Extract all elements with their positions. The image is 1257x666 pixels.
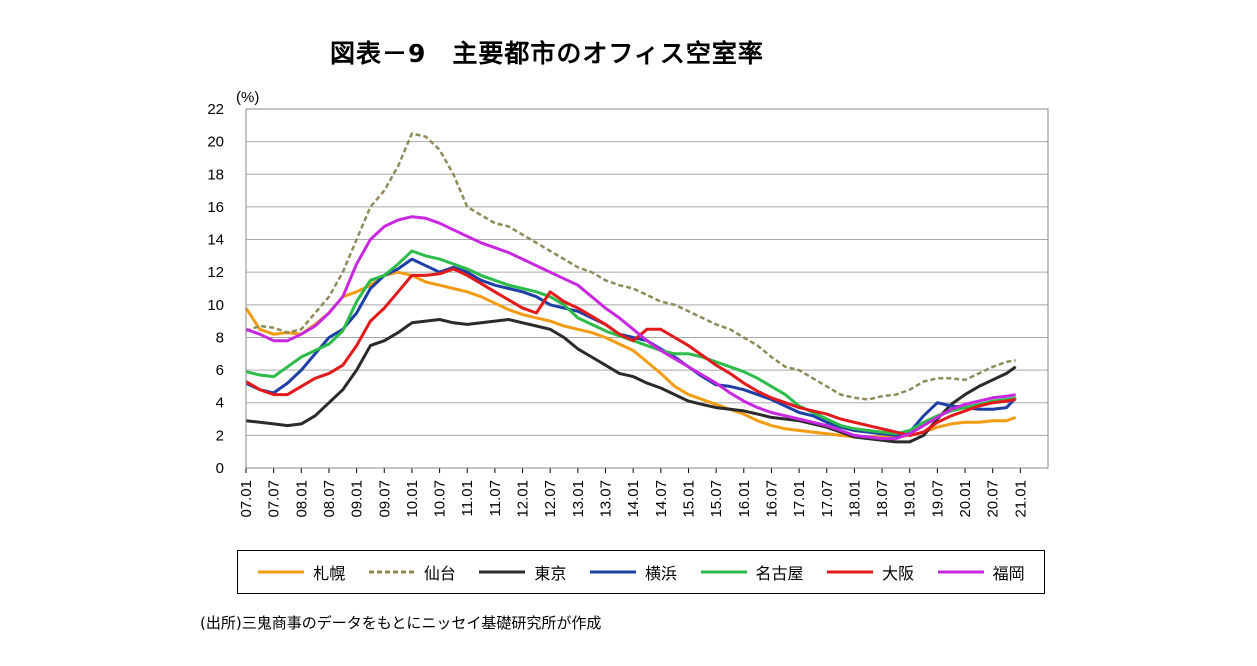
y-axis: 0 2 4 6 8 10 12 14 16 18 20 22 — [207, 101, 224, 477]
x-tick-label: 14.01 — [625, 480, 642, 518]
x-tick-label: 20.07 — [985, 480, 1002, 518]
x-tick-label: 13.07 — [598, 480, 615, 518]
legend-label: 福岡 — [992, 564, 1025, 583]
legend-swatch — [589, 570, 636, 574]
source-note: (出所)三鬼商事のデータをもとにニッセイ基礎研究所が作成 — [200, 614, 602, 632]
x-tick-label: 19.01 — [902, 480, 919, 518]
legend: 札幌 仙台 東京 横浜 名古屋 大阪 福岡 — [237, 550, 1045, 594]
legend-item-6: 大阪 — [826, 560, 914, 584]
y-axis-unit: (%) — [236, 89, 259, 106]
x-tick-label: 18.07 — [874, 480, 891, 518]
legend-label: 札幌 — [313, 564, 346, 583]
x-tick-label: 07.07 — [266, 480, 283, 518]
x-tick-label: 07.01 — [238, 480, 255, 518]
x-tick-label: 19.07 — [929, 480, 946, 518]
legend-label: 大阪 — [882, 564, 915, 583]
x-tick-label: 15.01 — [680, 480, 697, 518]
legend-item-1: 札幌 — [257, 560, 345, 584]
x-tick-label: 18.01 — [846, 480, 863, 518]
x-tick-label: 09.01 — [349, 480, 366, 518]
y-tick-label: 8 — [216, 329, 224, 346]
legend-item-2: 仙台 — [368, 560, 456, 584]
x-tick-label: 12.07 — [542, 480, 559, 518]
legend-label: 仙台 — [423, 564, 456, 583]
legend-swatch — [479, 570, 526, 574]
x-tick-label: 13.01 — [570, 480, 587, 518]
x-tick-label: 10.01 — [404, 480, 421, 518]
x-tick-label: 11.07 — [487, 480, 504, 516]
plot-frame — [245, 108, 1049, 469]
x-tick-label: 21.01 — [1012, 480, 1029, 518]
y-tick-label: 14 — [207, 232, 224, 249]
legend-item-4: 横浜 — [589, 560, 677, 584]
legend-item-5: 名古屋 — [700, 560, 804, 584]
series-line-5 — [245, 249, 1016, 436]
y-tick-label: 6 — [216, 362, 224, 379]
x-tick-label: 16.07 — [763, 480, 780, 518]
y-tick-label: 0 — [216, 460, 224, 477]
series-line-4 — [245, 257, 1017, 437]
x-axis: 07.01 07.07 08.01 08.07 09.01 09.07 10.01 10.07… — [238, 468, 1029, 518]
legend-item-3: 東京 — [478, 560, 566, 584]
x-tick-label: 14.07 — [653, 480, 670, 518]
series-line-3 — [245, 318, 1017, 444]
legend-label: 名古屋 — [755, 564, 804, 583]
y-tick-label: 10 — [207, 297, 224, 314]
legend-swatch — [368, 570, 415, 574]
y-tick-label: 18 — [207, 166, 224, 183]
x-tick-label: 08.01 — [293, 480, 310, 518]
x-tick-label: 11.01 — [459, 480, 476, 516]
x-tick-label: 17.07 — [819, 480, 836, 518]
y-tick-label: 20 — [207, 134, 224, 151]
y-tick-label: 22 — [207, 101, 224, 118]
x-tick-label: 10.07 — [432, 480, 449, 518]
gridlines — [246, 141, 1048, 436]
series-line-1 — [244, 270, 1017, 439]
y-tick-label: 12 — [207, 264, 224, 281]
y-tick-label: 2 — [216, 427, 224, 444]
legend-swatch — [700, 570, 747, 574]
legend-label: 東京 — [534, 564, 567, 583]
x-tick-label: 09.07 — [376, 480, 393, 518]
legend-swatch — [258, 570, 305, 574]
legend-item-7: 福岡 — [937, 560, 1025, 584]
x-tick-label: 16.01 — [736, 480, 753, 518]
series-lines — [244, 132, 1017, 444]
x-tick-label: 15.07 — [708, 480, 725, 518]
chart-title: 図表－9 主要都市のオフィス空室率 — [330, 39, 764, 68]
x-tick-label: 08.07 — [321, 480, 338, 518]
x-tick-label: 12.01 — [515, 480, 532, 518]
y-tick-label: 4 — [216, 395, 224, 412]
x-tick-label: 17.01 — [791, 480, 808, 518]
line-chart: 0 2 4 6 8 10 12 14 16 18 20 22 07.01 07.07 08.01 08.07… — [207, 89, 1049, 518]
series-line-6 — [245, 267, 1016, 437]
legend-label: 横浜 — [644, 564, 677, 583]
series-line-7 — [245, 215, 1016, 441]
legend-swatch — [827, 570, 874, 574]
x-tick-label: 20.01 — [957, 480, 974, 518]
legend-swatch — [937, 570, 984, 574]
y-tick-label: 16 — [207, 199, 224, 216]
